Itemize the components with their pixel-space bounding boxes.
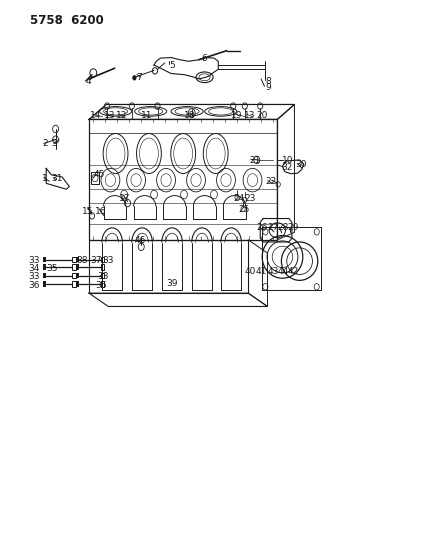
Text: 13: 13 bbox=[244, 111, 256, 119]
Text: 6: 6 bbox=[201, 54, 207, 63]
Bar bbox=[72, 281, 76, 287]
Text: 12: 12 bbox=[116, 111, 127, 119]
Text: 33: 33 bbox=[28, 272, 39, 281]
Bar bbox=[89, 240, 248, 293]
Text: 41: 41 bbox=[255, 268, 267, 276]
Text: 37: 37 bbox=[90, 256, 101, 265]
Text: 40: 40 bbox=[245, 268, 256, 276]
Text: 14: 14 bbox=[90, 111, 101, 119]
Text: 7: 7 bbox=[136, 74, 142, 82]
Bar bbox=[43, 273, 46, 278]
Text: 19: 19 bbox=[231, 111, 243, 119]
Text: 46: 46 bbox=[135, 236, 146, 245]
Text: 24: 24 bbox=[233, 194, 244, 203]
Text: 4: 4 bbox=[86, 77, 91, 85]
Text: 43: 43 bbox=[267, 268, 279, 276]
Bar bbox=[72, 273, 76, 278]
Bar bbox=[101, 264, 104, 270]
Text: 33: 33 bbox=[28, 256, 39, 265]
Text: 22: 22 bbox=[265, 177, 276, 185]
Bar bbox=[43, 281, 46, 287]
Bar bbox=[76, 273, 79, 278]
Text: 33: 33 bbox=[98, 272, 109, 281]
Text: 32: 32 bbox=[282, 163, 293, 172]
Text: 9: 9 bbox=[265, 83, 271, 92]
Text: 42: 42 bbox=[288, 268, 299, 276]
Bar bbox=[91, 172, 99, 184]
Bar bbox=[76, 257, 79, 262]
Text: 26: 26 bbox=[257, 223, 268, 232]
Text: 39: 39 bbox=[166, 279, 178, 287]
Text: 35: 35 bbox=[46, 264, 58, 272]
Text: 28: 28 bbox=[277, 223, 289, 232]
Text: 31: 31 bbox=[51, 174, 63, 182]
Bar bbox=[76, 281, 79, 287]
Text: 13: 13 bbox=[104, 111, 115, 119]
Text: 33: 33 bbox=[103, 256, 114, 265]
Text: 8: 8 bbox=[265, 77, 271, 85]
Text: 15: 15 bbox=[82, 207, 94, 215]
Text: 18: 18 bbox=[184, 111, 196, 119]
Text: 45: 45 bbox=[93, 171, 105, 179]
Text: 29: 29 bbox=[288, 223, 299, 232]
Bar bbox=[101, 257, 104, 262]
Text: 17: 17 bbox=[119, 194, 131, 203]
Bar bbox=[72, 264, 76, 270]
Text: 30: 30 bbox=[295, 160, 307, 168]
Text: 34: 34 bbox=[28, 264, 39, 272]
Bar bbox=[43, 264, 46, 270]
Bar bbox=[89, 119, 277, 240]
Text: 44: 44 bbox=[277, 268, 288, 276]
Text: 25: 25 bbox=[239, 205, 250, 214]
Text: 27: 27 bbox=[267, 223, 279, 232]
Bar bbox=[101, 273, 104, 278]
Text: 1: 1 bbox=[42, 174, 48, 182]
Text: 20: 20 bbox=[257, 111, 268, 119]
Bar bbox=[43, 257, 46, 262]
Bar bbox=[76, 264, 79, 270]
Text: 36: 36 bbox=[95, 281, 107, 289]
Bar bbox=[101, 281, 104, 287]
Text: 16: 16 bbox=[95, 207, 107, 215]
Text: 3: 3 bbox=[51, 140, 57, 148]
Text: 5: 5 bbox=[169, 61, 175, 69]
Text: 10: 10 bbox=[282, 156, 293, 165]
Text: 23: 23 bbox=[245, 194, 256, 203]
Text: 11: 11 bbox=[141, 111, 153, 119]
Text: 5758  6200: 5758 6200 bbox=[30, 14, 104, 27]
Text: 2: 2 bbox=[42, 140, 48, 148]
Bar bbox=[72, 257, 76, 262]
Text: 21: 21 bbox=[249, 156, 261, 165]
Text: 36: 36 bbox=[28, 281, 39, 289]
Text: 38: 38 bbox=[76, 256, 88, 265]
Circle shape bbox=[132, 75, 137, 80]
